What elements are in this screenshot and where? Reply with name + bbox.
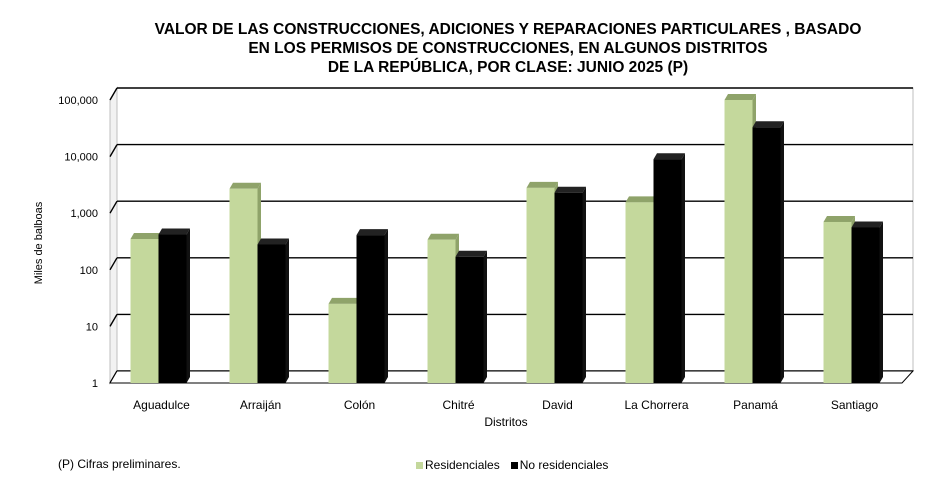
x-tick-label: Santiago <box>831 398 879 412</box>
title-line: EN LOS PERMISOS DE CONSTRUCCIONES, EN AL… <box>248 40 768 57</box>
bar-front <box>328 303 357 383</box>
side-wall <box>109 86 118 385</box>
bar-front <box>752 127 781 384</box>
bar-top <box>752 121 784 128</box>
bar-side <box>879 221 883 383</box>
bar-top <box>158 228 190 235</box>
x-tick-label: Colón <box>344 398 375 412</box>
bar-front <box>130 239 159 383</box>
bar-top <box>229 182 261 189</box>
legend: Residenciales No residenciales <box>416 458 619 472</box>
bar-residenciales <box>130 233 162 383</box>
title-line: DE LA REPÚBLICA, POR CLASE: JUNIO 2025 (… <box>327 59 689 76</box>
bar-no-residenciales <box>455 250 487 383</box>
x-tick-label: Arraiján <box>240 398 281 412</box>
bar-front <box>724 100 753 383</box>
bar-side <box>384 229 388 383</box>
bar-front <box>526 187 555 383</box>
y-tick-label: 100 <box>80 265 98 277</box>
bar-side <box>582 186 586 383</box>
bar-side <box>186 228 190 383</box>
legend-swatch-no-residenciales <box>510 461 518 469</box>
bar-top <box>455 250 487 257</box>
bar-front <box>229 188 258 383</box>
bar-front <box>653 159 682 383</box>
x-tick-label: Aguadulce <box>133 398 190 412</box>
bar-front <box>427 239 456 383</box>
x-tick-label: David <box>542 398 573 412</box>
bar-residenciales <box>625 196 657 383</box>
x-tick-label: Chitré <box>442 398 474 412</box>
bar-top <box>427 233 459 240</box>
bar-top <box>257 238 289 245</box>
gridline-side <box>109 314 118 327</box>
legend-label: Residenciales <box>425 458 500 472</box>
bar-front <box>625 202 654 383</box>
legend-swatch-residenciales <box>416 461 423 469</box>
gridline-side <box>109 257 118 271</box>
gridline-side <box>109 200 118 214</box>
bar-top <box>130 233 162 240</box>
bar-no-residenciales <box>257 238 289 383</box>
bar-front <box>851 227 880 383</box>
y-tick-label: 10,000 <box>64 152 98 164</box>
x-tick-label: La Chorrera <box>624 398 688 412</box>
bar-front <box>257 244 286 383</box>
gridline-side <box>109 87 118 101</box>
bar-top <box>823 215 855 222</box>
bar-no-residenciales <box>653 153 685 383</box>
bar-residenciales <box>229 182 261 383</box>
bar-front <box>455 256 484 383</box>
legend-item-residenciales: Residenciales <box>416 458 500 472</box>
x-tick-label: Panamá <box>733 398 778 412</box>
bar-top <box>554 186 586 193</box>
y-tick-label: 10 <box>86 321 98 333</box>
bar-front <box>823 221 852 383</box>
footnote: (P) Cifras preliminares. <box>58 457 181 471</box>
bar-top <box>653 153 685 160</box>
bar-side <box>780 121 784 384</box>
chart-title: VALOR DE LAS CONSTRUCCIONES, ADICIONES Y… <box>0 20 951 77</box>
bar-front <box>356 235 385 383</box>
bar-no-residenciales <box>752 121 784 384</box>
gridline-side <box>109 144 118 157</box>
bar-residenciales <box>427 233 459 383</box>
y-tick-label: 100,000 <box>58 95 98 107</box>
legend-label: No residenciales <box>519 458 609 472</box>
bar-no-residenciales <box>554 186 586 383</box>
legend-item-no-residenciales: No residenciales <box>510 458 609 472</box>
bar-front <box>158 234 187 383</box>
bar-side <box>285 238 289 383</box>
bar-top <box>851 221 883 228</box>
y-tick-label: 1,000 <box>70 208 98 220</box>
bar-side <box>483 250 487 383</box>
bar-residenciales <box>724 94 756 383</box>
bar-no-residenciales <box>356 229 388 383</box>
bar-no-residenciales <box>158 228 190 383</box>
y-tick-label: 1 <box>92 378 98 390</box>
title-line: VALOR DE LAS CONSTRUCCIONES, ADICIONES Y… <box>154 21 862 38</box>
bar-no-residenciales <box>851 221 883 383</box>
x-axis-label: Distritos <box>484 415 527 429</box>
bar-top <box>625 196 657 203</box>
bar-top <box>328 297 360 304</box>
bar-top <box>526 181 558 188</box>
bar-front <box>554 192 583 383</box>
bar-top <box>724 94 756 100</box>
bar-side <box>681 153 685 383</box>
bar-residenciales <box>823 215 855 383</box>
y-axis-label: Miles de balboas <box>33 201 45 284</box>
bar-top <box>356 229 388 236</box>
bar-residenciales <box>526 181 558 383</box>
bar-residenciales <box>328 297 360 383</box>
